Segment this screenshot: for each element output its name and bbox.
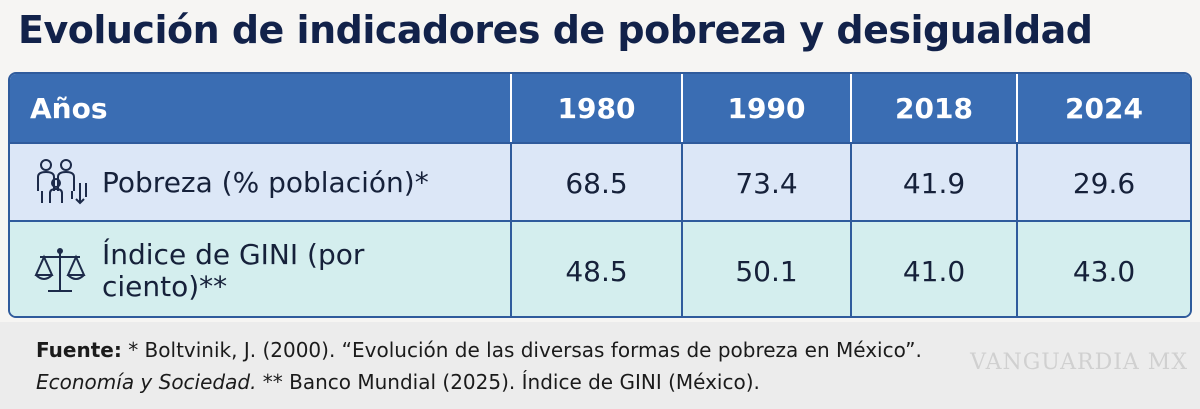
footer-line: Fuente: * Boltvinik, J. (2000). “Evoluci…: [36, 338, 922, 362]
row-icon: [34, 248, 86, 292]
table-cell: Pobreza (% población)*: [10, 144, 512, 222]
footer-text: * Boltvinik, J. (2000). “Evolución de la…: [121, 338, 922, 362]
header-cell: Años: [10, 74, 512, 142]
header-cell: 2018: [852, 74, 1018, 142]
header-cell: 2024: [1065, 91, 1143, 125]
footer-italic: Economía y Sociedad.: [36, 370, 257, 394]
watermark: VANGUARDIA MX: [970, 350, 1188, 375]
row-icon: [37, 159, 87, 205]
footer: Fuente: * Boltvinik, J. (2000). “Evoluci…: [0, 322, 1200, 409]
header-cell: 1990: [683, 74, 852, 142]
footer-line: Economía y Sociedad. ** Banco Mundial (2…: [36, 370, 760, 394]
row-label: Índice de GINI (por ciento)**: [102, 237, 365, 303]
table-cell: 73.4: [683, 144, 852, 222]
table-cell: 48.5: [512, 222, 683, 316]
table-cell: 68.5: [512, 144, 683, 222]
table-cell: 41.9: [852, 144, 1018, 222]
footer-text: ** Banco Mundial (2025). Índice de GINI …: [256, 370, 760, 394]
footer-label: Fuente:: [36, 338, 122, 362]
table: Años 1980 1990 2018 2024 Pobreza (% población…: [8, 72, 1192, 318]
table-cell: 43.0: [1072, 254, 1136, 288]
row-label: Pobreza (% población)*: [102, 165, 429, 199]
header-row: Años 1980 1990 2018 2024: [10, 74, 1190, 142]
table-cell: 50.1: [683, 222, 852, 316]
table-cell: Índice de GINI (por ciento)**: [10, 222, 512, 316]
title: Evolución de indicadores de pobreza y de…: [18, 8, 1093, 52]
header-cell: 1980: [512, 74, 683, 142]
table-row: Pobreza (% población)* 68.5 73.4 41.9 29.6: [10, 142, 1190, 222]
table-cell: 41.0: [852, 222, 1018, 316]
table-row: Índice de GINI (por ciento)** 48.5 50.1 41.…: [10, 220, 1190, 316]
table-cell: 29.6: [1072, 166, 1136, 200]
